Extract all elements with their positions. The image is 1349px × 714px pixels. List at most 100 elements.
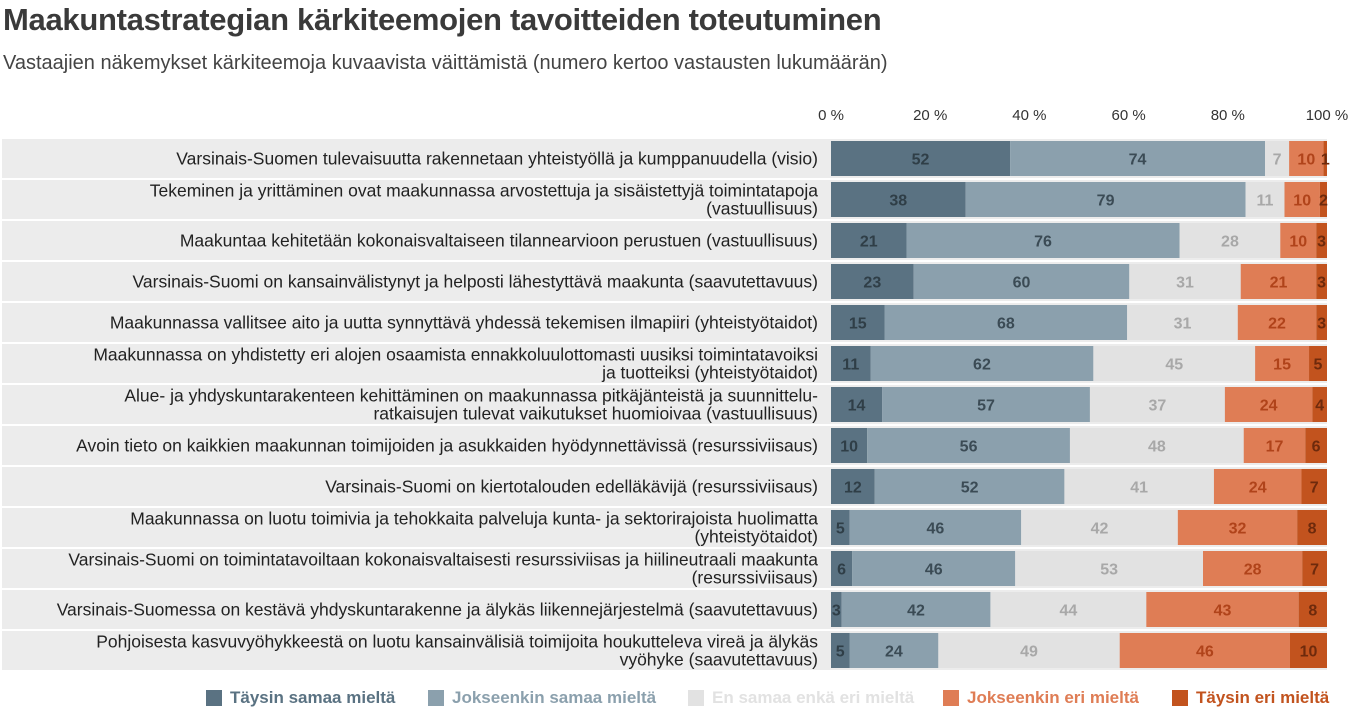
x-tick-label: 0 % bbox=[818, 107, 844, 124]
data-label: 12 bbox=[844, 480, 862, 497]
stacked-bar-chart: 0 % 20 % 40 % 60 % 80 % 100 % Varsinais-Suomen… bbox=[2, 107, 1348, 670]
bar-segment bbox=[1323, 141, 1327, 176]
data-label: 10 bbox=[1300, 644, 1318, 661]
bar-segment bbox=[1203, 551, 1303, 586]
category-label: ratkaisujen tulevat vaikutukset huomioiv… bbox=[373, 404, 818, 424]
data-label: 15 bbox=[849, 316, 867, 333]
legend-swatch bbox=[688, 690, 704, 706]
data-label: 10 bbox=[840, 439, 858, 456]
bar-segment bbox=[1289, 633, 1327, 668]
data-label: 24 bbox=[1249, 480, 1267, 497]
bar-segment bbox=[1213, 469, 1302, 504]
legend-label: Jokseenkin samaa mieltä bbox=[452, 688, 657, 707]
data-label: 46 bbox=[925, 562, 943, 579]
data-label: 41 bbox=[1130, 480, 1148, 497]
category-label: Varsinais-Suomi on toimintatavoiltaan ko… bbox=[68, 550, 818, 570]
bar-segment bbox=[913, 264, 1130, 299]
data-label: 6 bbox=[837, 562, 846, 579]
bar-segment bbox=[831, 141, 1011, 176]
bar-segment bbox=[831, 510, 850, 545]
data-label: 24 bbox=[1260, 398, 1278, 415]
bar-segment bbox=[1179, 223, 1281, 258]
bar-segment bbox=[841, 592, 991, 627]
data-label: 37 bbox=[1149, 398, 1167, 415]
legend-label: En samaa enkä eri mieltä bbox=[712, 688, 915, 707]
data-label: 7 bbox=[1310, 480, 1319, 497]
data-label: 46 bbox=[927, 521, 945, 538]
bar-segment bbox=[906, 223, 1180, 258]
bar-segment bbox=[1289, 141, 1324, 176]
data-label: 46 bbox=[1196, 644, 1214, 661]
data-label: 49 bbox=[1020, 644, 1038, 661]
bar-segment bbox=[831, 428, 868, 463]
data-label: 28 bbox=[1221, 234, 1239, 251]
bar-segment bbox=[852, 551, 1016, 586]
data-label: 21 bbox=[860, 234, 878, 251]
category-label: (yhteistyötaidot) bbox=[694, 527, 818, 547]
category-label: (vastuullisuus) bbox=[706, 199, 818, 219]
bar-segment bbox=[1245, 182, 1285, 217]
x-tick-label: 60 % bbox=[1111, 107, 1145, 124]
data-label: 32 bbox=[1229, 521, 1247, 538]
legend-label: Jokseenkin eri mieltä bbox=[967, 688, 1139, 707]
bar-segment bbox=[1010, 141, 1265, 176]
data-label: 3 bbox=[1317, 316, 1326, 333]
bar-segment bbox=[831, 592, 842, 627]
bar-segment bbox=[1069, 428, 1244, 463]
x-tick-label: 40 % bbox=[1012, 107, 1046, 124]
data-label: 42 bbox=[907, 603, 925, 620]
bar-segment bbox=[1146, 592, 1299, 627]
category-label: Maakunnassa vallitsee aito ja uutta synn… bbox=[110, 313, 818, 333]
data-label: 68 bbox=[997, 316, 1015, 333]
bar-segment bbox=[1309, 346, 1327, 381]
data-label: 11 bbox=[842, 357, 859, 374]
data-label: 5 bbox=[836, 521, 845, 538]
bar-segment bbox=[882, 387, 1090, 422]
x-tick-label: 20 % bbox=[913, 107, 947, 124]
data-label: 3 bbox=[1317, 275, 1326, 292]
bar-segment bbox=[1255, 346, 1310, 381]
data-label: 60 bbox=[1013, 275, 1031, 292]
bar-segment bbox=[1240, 264, 1317, 299]
legend-item: Jokseenkin eri mieltä bbox=[943, 688, 1139, 708]
bar-segment bbox=[938, 633, 1120, 668]
bar-segment bbox=[867, 428, 1070, 463]
category-label: Maakuntaa kehitetään kokonaisvaltaiseen … bbox=[180, 231, 818, 251]
data-label: 56 bbox=[960, 439, 978, 456]
category-label: Pohjoisesta kasvuvyöhykkeestä on luotu k… bbox=[96, 632, 818, 652]
bar-segment bbox=[1243, 428, 1306, 463]
legend-swatch bbox=[428, 690, 444, 706]
data-label: 5 bbox=[836, 644, 845, 661]
data-label: 79 bbox=[1097, 193, 1115, 210]
bar-segment bbox=[1265, 141, 1290, 176]
bar-segment bbox=[884, 305, 1128, 340]
bar-segment bbox=[831, 223, 907, 258]
legend-swatch bbox=[943, 690, 959, 706]
category-label: ja tuotteiksi (yhteistyötaidot) bbox=[601, 363, 818, 383]
category-label: Maakunnassa on luotu toimivia ja tehokka… bbox=[130, 509, 818, 529]
bar-segment bbox=[965, 182, 1246, 217]
bar-segment bbox=[1297, 510, 1327, 545]
bar-segment bbox=[990, 592, 1147, 627]
bar-segment bbox=[1177, 510, 1298, 545]
data-label: 42 bbox=[1091, 521, 1109, 538]
category-label: Varsinais-Suomi on kiertotalouden edellä… bbox=[325, 477, 818, 497]
data-label: 52 bbox=[912, 152, 930, 169]
category-label: vyöhyke (saavutettavuus) bbox=[620, 650, 818, 670]
bar-segment bbox=[1224, 387, 1313, 422]
category-label: Alue- ja yhdyskuntarakenteen kehittämine… bbox=[124, 386, 818, 406]
bar-segment bbox=[1021, 510, 1178, 545]
bar-segment bbox=[831, 182, 966, 217]
bar-segment bbox=[1089, 387, 1225, 422]
data-label: 10 bbox=[1289, 234, 1307, 251]
bar-segment bbox=[1319, 182, 1327, 217]
data-label: 48 bbox=[1148, 439, 1166, 456]
data-label: 1 bbox=[1321, 152, 1330, 169]
bar-segment bbox=[1280, 223, 1317, 258]
bar-segment bbox=[1284, 182, 1320, 217]
bar-segment bbox=[1316, 223, 1327, 258]
data-label: 17 bbox=[1266, 439, 1284, 456]
data-label: 38 bbox=[889, 193, 907, 210]
bar-segment bbox=[1298, 592, 1327, 627]
bar-segment bbox=[1064, 469, 1214, 504]
